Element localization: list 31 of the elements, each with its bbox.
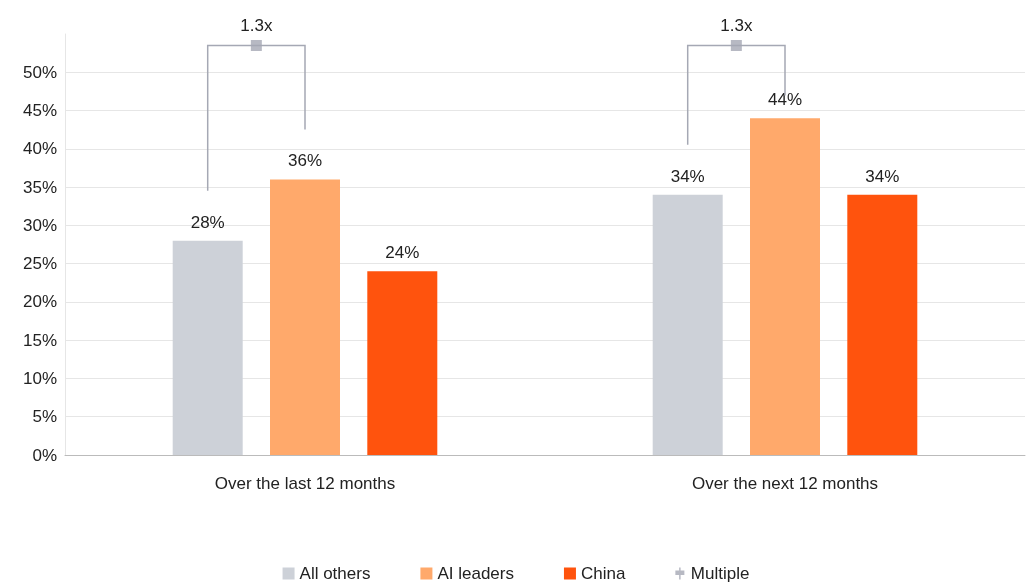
data-label: 24% bbox=[385, 243, 420, 263]
legend-label: AI leaders bbox=[437, 564, 514, 583]
data-label: 34% bbox=[865, 166, 900, 186]
y-tick-label: 30% bbox=[22, 215, 57, 235]
legend-label: All others bbox=[299, 564, 371, 583]
data-label: 28% bbox=[190, 212, 225, 232]
bar bbox=[652, 194, 723, 455]
y-tick-label: 35% bbox=[22, 177, 57, 197]
bar bbox=[847, 194, 918, 455]
annotation: 1.3x bbox=[240, 16, 273, 36]
x-tick-label: Over the last 12 months bbox=[214, 474, 396, 493]
y-tick-label: 50% bbox=[22, 62, 57, 82]
bar bbox=[172, 240, 243, 455]
y-tick-label: 45% bbox=[22, 101, 57, 121]
y-tick-label: 20% bbox=[22, 292, 57, 312]
data-label: 44% bbox=[767, 90, 803, 110]
data-label: 34% bbox=[670, 166, 705, 186]
y-tick-label: 25% bbox=[22, 254, 57, 274]
legend-label: Multiple bbox=[690, 564, 750, 583]
y-tick-label: 40% bbox=[22, 139, 57, 159]
legend-label: China bbox=[580, 564, 626, 583]
y-tick-label: 10% bbox=[22, 368, 57, 388]
bar bbox=[367, 271, 438, 455]
y-tick-label: 0% bbox=[32, 445, 57, 465]
x-tick-label: Over the next 12 months bbox=[691, 474, 879, 493]
bar bbox=[750, 118, 820, 455]
data-label: 36% bbox=[287, 151, 323, 171]
bar bbox=[270, 179, 340, 455]
y-tick-label: 15% bbox=[22, 330, 57, 350]
annotation: 1.3x bbox=[720, 16, 753, 36]
y-tick-label: 5% bbox=[32, 407, 57, 427]
